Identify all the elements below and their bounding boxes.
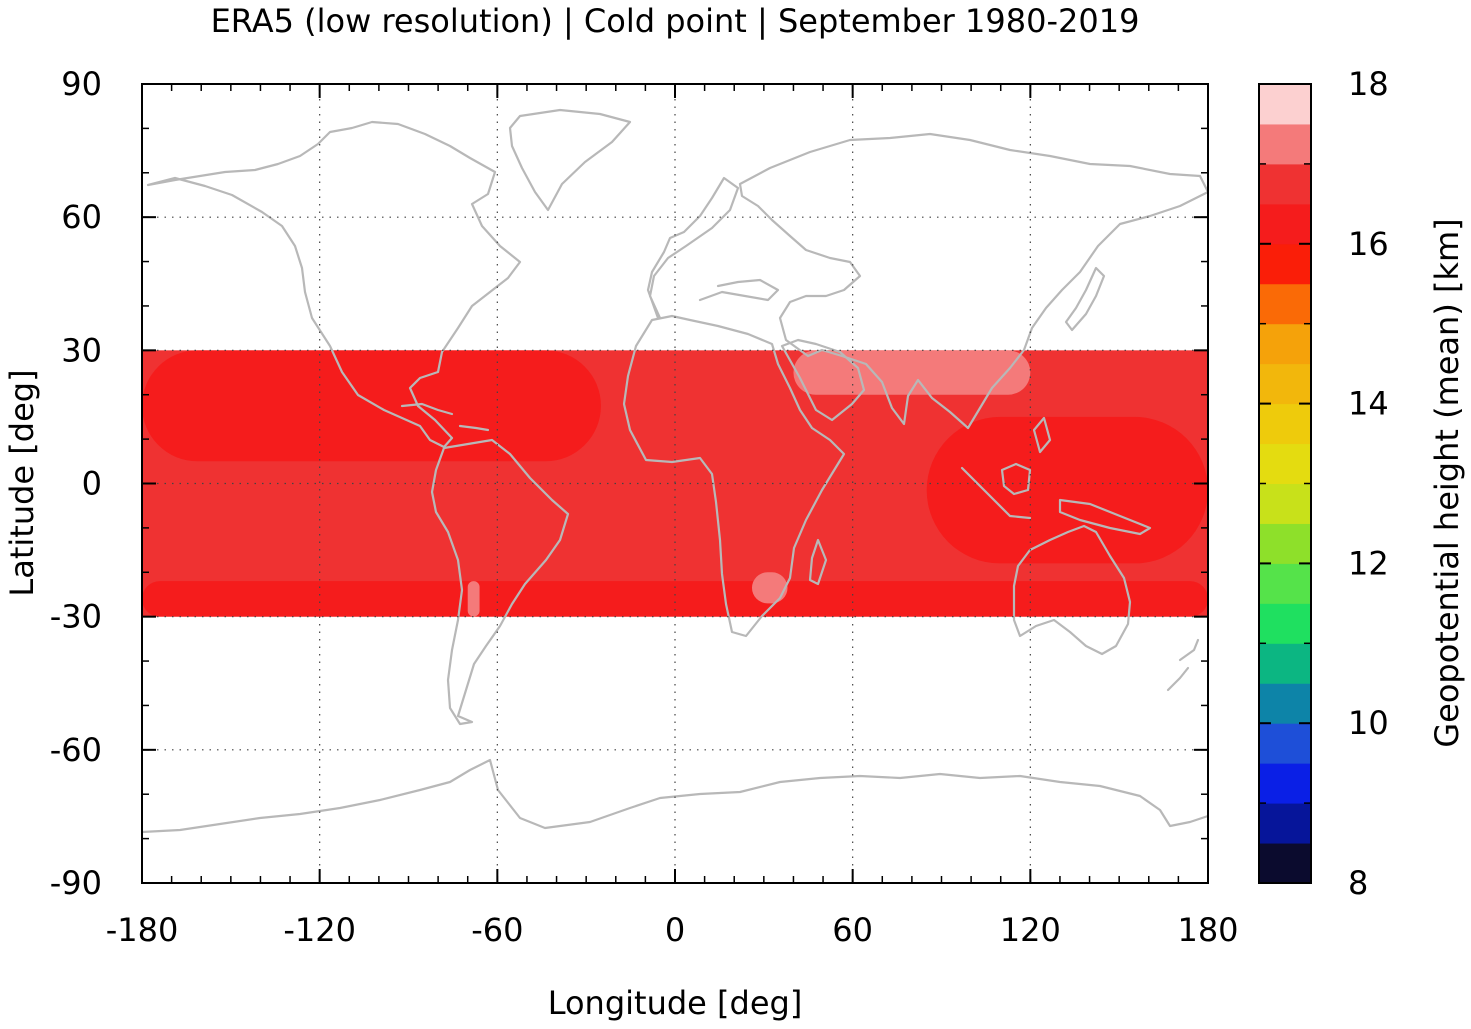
coastline-south-america	[430, 438, 570, 726]
y-tick-label: 0	[82, 465, 102, 503]
y-tick-label: 30	[61, 331, 102, 369]
colorbar-segment	[1259, 363, 1311, 405]
colorbar-segment	[1259, 843, 1311, 884]
colorbar-segment	[1259, 443, 1311, 484]
colorbar-segment	[1259, 763, 1311, 804]
heatmap-cell	[467, 581, 480, 617]
colorbar: 8 10 12 14 16 18	[1258, 65, 1389, 902]
minor-ticks	[142, 84, 1208, 883]
x-tick-label: 0	[665, 911, 685, 949]
y-tick-label: 60	[61, 198, 102, 236]
colorbar-segment	[1259, 283, 1311, 325]
x-tick-label: -180	[106, 911, 179, 949]
x-tick-label: -60	[471, 911, 523, 949]
colorbar-segment	[1259, 123, 1311, 165]
heatmap-cell	[793, 350, 1031, 395]
colorbar-label: Geopotential height (mean) [km]	[1428, 218, 1466, 747]
x-tick-label: 180	[1177, 911, 1238, 949]
y-tick-label: 90	[61, 65, 102, 103]
colorbar-segment	[1259, 163, 1311, 205]
heatmap-cell	[142, 350, 601, 462]
colorbar-segment	[1259, 203, 1311, 245]
colorbar-tick-label: 12	[1348, 544, 1389, 582]
chart-title: ERA5 (low resolution) | Cold point | Sep…	[211, 2, 1140, 40]
gridlines	[142, 84, 1208, 883]
colorbar-segment	[1259, 563, 1311, 604]
coastline-greenland	[508, 108, 632, 212]
colorbar-segment	[1259, 683, 1311, 724]
colorbar-segment	[1259, 723, 1311, 764]
plot-area: -180 -120 -60 0 60 120 180 90 60 30 0 -30 -60 -90	[50, 65, 1239, 949]
y-axis-label: Latitude [deg]	[3, 369, 41, 596]
colorbar-segment	[1259, 803, 1311, 844]
coastline-new-zealand	[1166, 638, 1200, 692]
x-tick-label: 120	[1000, 911, 1061, 949]
y-axis: 90 60 30 0 -30 -60 -90	[50, 65, 1208, 902]
coastline-europe	[646, 176, 780, 320]
coastline-africa	[622, 314, 846, 638]
coastline-japan	[1064, 266, 1106, 332]
colorbar-tick-label: 14	[1348, 385, 1389, 423]
coastline-caribbean	[400, 402, 490, 432]
x-axis: -180 -120 -60 0 60 120 180	[106, 84, 1239, 949]
heatmap-cell	[926, 416, 1208, 564]
coastline-arabia	[780, 338, 866, 422]
coastline-north-america	[146, 120, 522, 449]
y-tick-label: -90	[50, 864, 102, 902]
coastline-australia	[1012, 524, 1132, 656]
x-axis-label: Longitude [deg]	[548, 984, 803, 1022]
colorbar-segment	[1259, 403, 1311, 445]
colorbar-tick-label: 16	[1348, 225, 1389, 263]
coastlines	[142, 108, 1208, 834]
colorbar-segment	[1259, 523, 1311, 564]
x-tick-label: -120	[283, 911, 356, 949]
heatmap-cell	[142, 581, 1208, 617]
colorbar-segment	[1259, 483, 1311, 524]
heatmap-cell	[751, 572, 788, 604]
colorbar-tick-label: 10	[1348, 704, 1389, 742]
colorbar-segment	[1259, 243, 1311, 285]
colorbar-tick-label: 8	[1348, 864, 1368, 902]
coastline-maritime-continent	[960, 416, 1152, 536]
colorbar-segment	[1259, 643, 1311, 684]
x-tick-label: 60	[832, 911, 873, 949]
coastline-madagascar	[808, 538, 828, 586]
colorbar-tick-label: 18	[1348, 65, 1389, 103]
y-tick-label: -30	[50, 598, 102, 636]
colorbar-segment	[1259, 323, 1311, 365]
coastline-asia	[738, 132, 1208, 430]
coastline-antarctica	[142, 758, 1208, 834]
y-tick-label: -60	[50, 731, 102, 769]
colorbar-segment	[1259, 603, 1311, 644]
colorbar-segment	[1259, 84, 1311, 125]
